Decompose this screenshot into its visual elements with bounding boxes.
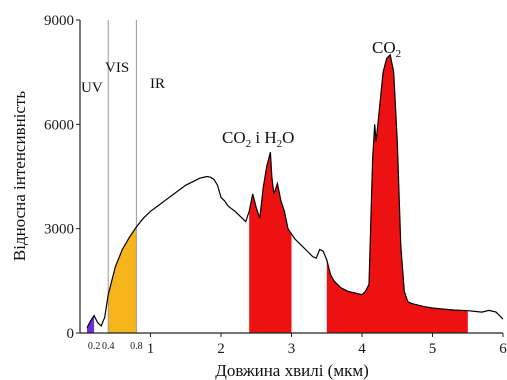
x-minor-tick-label: 0.2 [88, 341, 101, 352]
y-tick-label: 3000 [44, 222, 74, 238]
region-label-uv: UV [81, 80, 103, 96]
x-tick-label: 6 [499, 341, 507, 357]
annotation-co2-h2o-co: CO [222, 128, 246, 147]
fill-co2 [326, 54, 468, 334]
intensity-curve [86, 53, 504, 329]
fill-uv [87, 315, 95, 333]
annotation-co2-h2o-sub: 2 [246, 138, 252, 150]
x-tick-label: 2 [217, 341, 225, 357]
x-tick-label: 5 [429, 341, 437, 357]
annotation-co2-h2o-mid: і H [251, 128, 277, 147]
fill-vis [108, 226, 137, 333]
x-axis-title: Довжина хвилі (мкм) [215, 361, 369, 380]
annotation-co2: CO2 [372, 38, 401, 60]
annotation-co2-co: CO [372, 38, 396, 57]
x-tick-layer: 1 2 3 4 5 6 0.2 0.4 0.8 [88, 333, 507, 357]
annotation-co2-h2o-sub2: 2 [277, 138, 283, 150]
x-tick-label: 3 [288, 341, 296, 357]
x-minor-tick-label: 0.4 [102, 341, 115, 352]
annotation-co2-sub: 2 [396, 48, 402, 60]
fill-co2-h2o [249, 152, 292, 333]
region-label-vis: VIS [105, 60, 129, 76]
x-tick-label: 4 [358, 341, 366, 357]
annotation-co2-h2o: CO2 і H2O [222, 128, 294, 150]
region-label-ir: IR [150, 76, 165, 92]
fill-layer [87, 54, 468, 334]
y-axis-title: Відносна інтенсивність [10, 91, 29, 262]
y-tick-label: 0 [67, 326, 75, 342]
annotation-co2-h2o-end: O [282, 128, 294, 147]
y-tick-label: 6000 [44, 117, 74, 133]
x-tick-label: 1 [147, 341, 155, 357]
y-tick-label: 9000 [44, 13, 74, 29]
y-tick-layer: 0 3000 6000 9000 [44, 13, 80, 342]
x-minor-tick-label: 0.8 [130, 341, 143, 352]
divider-layer [107, 20, 137, 333]
